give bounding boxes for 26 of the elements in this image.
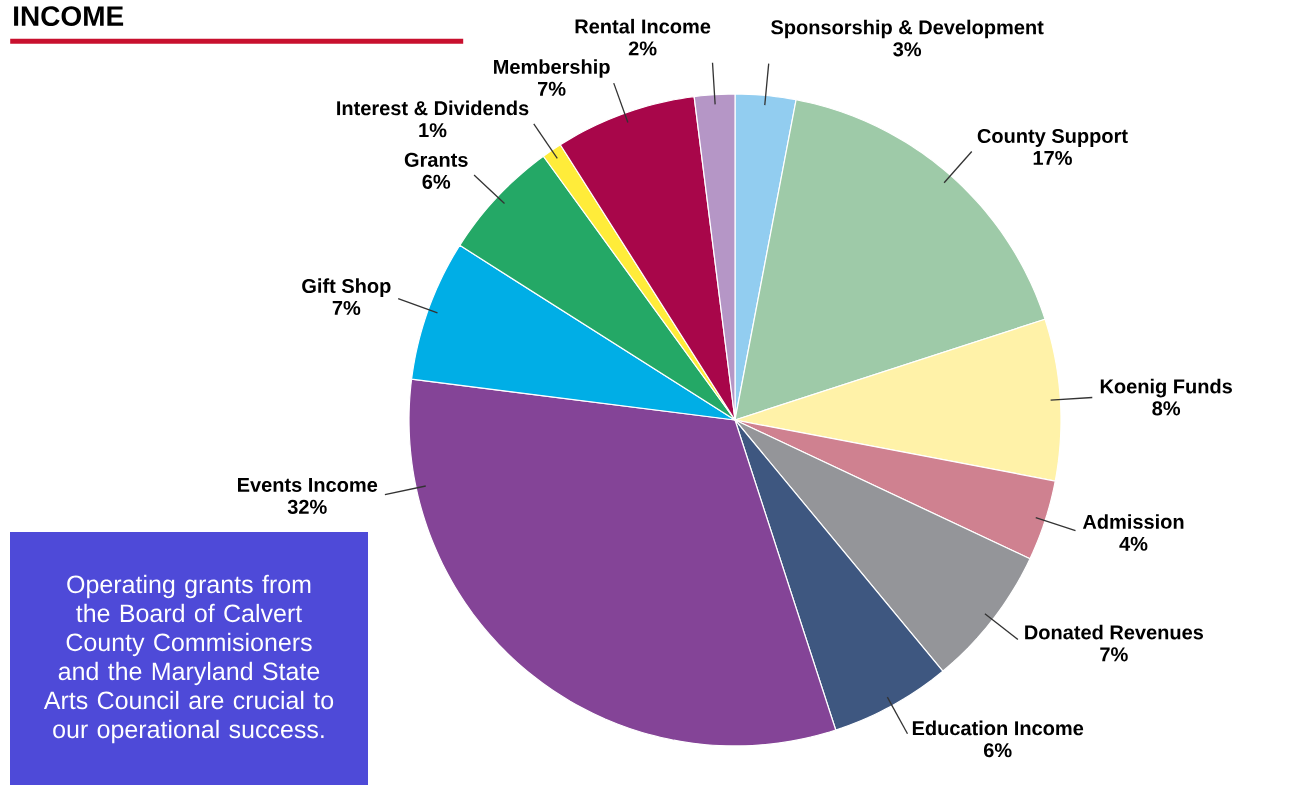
slice-label: Membership bbox=[494, 59, 610, 78]
data-label: 32% bbox=[287, 499, 327, 514]
slice-label: Rental Income bbox=[575, 18, 711, 34]
slice-label: Koenig Funds bbox=[1100, 378, 1232, 398]
slice-label: Education Income bbox=[912, 720, 1084, 736]
data-label: 1% bbox=[419, 123, 447, 138]
data-label: 2% bbox=[628, 41, 657, 56]
slice-label: Grants bbox=[404, 152, 468, 167]
text: Operating grants from the Board of Calvert County Commisioners and the Maryland State Arts Council are crucial to our operational success. bbox=[43, 574, 334, 744]
slice-label: Admission bbox=[1082, 514, 1184, 529]
data-label: 7% bbox=[332, 300, 361, 316]
chart-title: INCOME bbox=[14, 6, 124, 26]
data-label: 8% bbox=[1152, 401, 1181, 416]
slice-label: Interest & Dividends bbox=[337, 100, 529, 116]
data-label: 7% bbox=[1100, 647, 1128, 662]
data-label: 17% bbox=[1033, 150, 1072, 166]
data-label: 6% bbox=[983, 743, 1012, 758]
slice-label: Events Income bbox=[238, 478, 378, 492]
data-label: 3% bbox=[893, 42, 922, 57]
slice-label: Donated Revenues bbox=[1025, 624, 1204, 640]
data-label: 6% bbox=[422, 174, 451, 189]
data-label: 4% bbox=[1119, 536, 1148, 551]
slice-label: Sponsorship & Development bbox=[771, 19, 1044, 39]
data-label: 7% bbox=[538, 81, 566, 96]
slice-label: Gift Shop bbox=[302, 278, 391, 298]
slice-label: County Support bbox=[977, 128, 1128, 148]
